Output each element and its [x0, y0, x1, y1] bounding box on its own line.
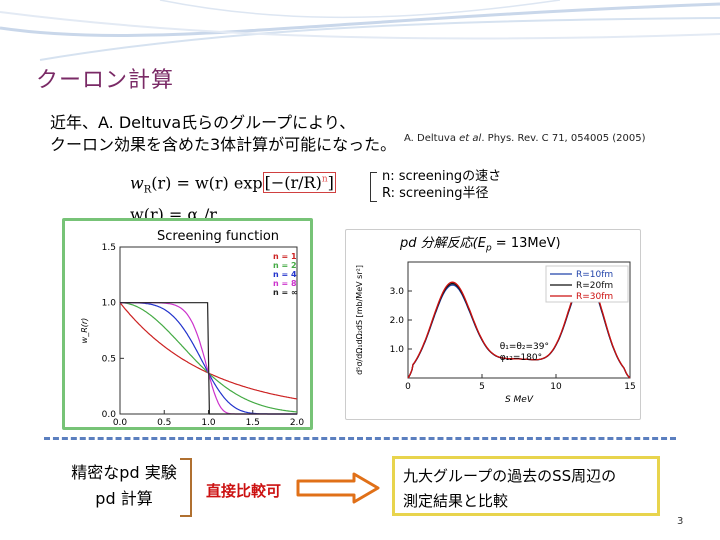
angle-annotation-2: φ₁₂=180° [500, 353, 542, 363]
x-tick-label: 0 [405, 382, 411, 392]
y-tick-label: 0.0 [102, 410, 117, 420]
direct-compare-label: 直接比較可 [206, 482, 282, 500]
right-arrow-icon [296, 472, 380, 504]
legend-entry: R=10fm [576, 270, 613, 280]
result-line-1: 九大グループの過去のSS周辺の [403, 467, 617, 485]
chart-title: Screening function [157, 229, 280, 244]
x-tick-label: 0.0 [113, 418, 128, 427]
legend-entry: R=30fm [576, 292, 613, 302]
y-tick-label: 1.0 [102, 299, 117, 309]
y-tick-label: 0.5 [102, 354, 116, 364]
y-tick-label: 1.0 [390, 345, 405, 355]
x-tick-label: 0.5 [157, 418, 171, 427]
x-tick-label: 1.0 [201, 418, 216, 427]
legend-entry: R=20fm [576, 281, 613, 291]
group-bracket [180, 458, 192, 517]
page-number: 3 [677, 516, 684, 527]
parameter-notes: n: screeningの速さ R: screening半径 [382, 168, 501, 202]
y-axis-label: w_R(r) [80, 318, 89, 344]
calculation-label: pd 計算 [95, 489, 153, 508]
x-tick-label: 5 [479, 382, 485, 392]
x-tick-label: 10 [550, 382, 562, 392]
chart-title: pd 分解反応(Ep = 13MeV) [400, 236, 561, 254]
y-axis-label: d⁵σ/dΩ₁dΩ₂dS [mb/MeV sr²] [355, 265, 364, 375]
pd-breakup-chart: 0 5 10 15 1.0 2.0 3.0 S MeV d⁵σ/dΩ₁dΩ₂dS [mb/MeV… [355, 261, 636, 405]
legend-entry: n = 2 [273, 261, 297, 270]
legend-entry: n = 8 [273, 279, 297, 288]
x-tick-label: 2.0 [290, 418, 305, 427]
notes-bracket [370, 172, 377, 202]
citation: A. Deltuva et al. Phys. Rev. C 71, 05400… [404, 133, 646, 144]
citation-authors: A. Deltuva [404, 133, 460, 144]
experiment-calc-labels: 精密なpd 実験 pd 計算 [58, 460, 190, 512]
series-line [120, 302, 297, 415]
x-tick-label: 1.5 [246, 418, 260, 427]
note-r: R: screening半径 [382, 186, 489, 201]
result-line-2: 測定結果と比較 [403, 492, 509, 510]
result-comparison-box: 九大グループの過去のSS周辺の 測定結果と比較 [392, 456, 660, 516]
x-tick-label: 15 [624, 382, 635, 392]
note-n: n: screeningの速さ [382, 169, 502, 184]
section-divider [44, 437, 676, 440]
intro-text: 近年、A. Deltuva氏らのグループにより、 クーロン効果を含めた3体計算が… [50, 112, 396, 156]
legend-entry: n = 1 [273, 252, 297, 261]
citation-etal: et al [459, 133, 482, 144]
intro-line-2: クーロン効果を含めた3体計算が可能になった。 [50, 135, 397, 154]
header-decoration [0, 0, 720, 61]
angle-annotation-1: θ₁=θ₂=39° [500, 342, 549, 352]
intro-line-1: 近年、A. Deltuva氏らのグループにより、 [50, 113, 356, 132]
equation-1: wR(r) = w(r) exp [−(r/R)n] [130, 172, 336, 196]
y-tick-label: 1.5 [102, 243, 116, 253]
slide-title: クーロン計算 [36, 68, 175, 93]
citation-journal: . Phys. Rev. C 71, 054005 (2005) [481, 133, 646, 144]
experiment-label: 精密なpd 実験 [71, 463, 177, 482]
screening-function-panel: Screening function 0.0 0.5 1.0 1.5 2.0 0.0 0.5… [62, 218, 313, 430]
y-tick-label: 3.0 [390, 287, 405, 297]
legend-entry: n = ∞ [273, 288, 298, 297]
legend-entry: n = 4 [273, 270, 297, 279]
y-tick-label: 2.0 [390, 316, 405, 326]
pd-breakup-panel: pd 分解反応(Ep = 13MeV) 0 5 10 15 1.0 2.0 3.0 S MeV… [345, 229, 641, 420]
equation-highlight: [−(r/R)n] [262, 172, 336, 194]
x-axis-label: S MeV [505, 395, 534, 405]
screening-chart: 0.00.51.01.52.00.00.51.01.5rw_R(r)n = 1n… [80, 243, 305, 427]
